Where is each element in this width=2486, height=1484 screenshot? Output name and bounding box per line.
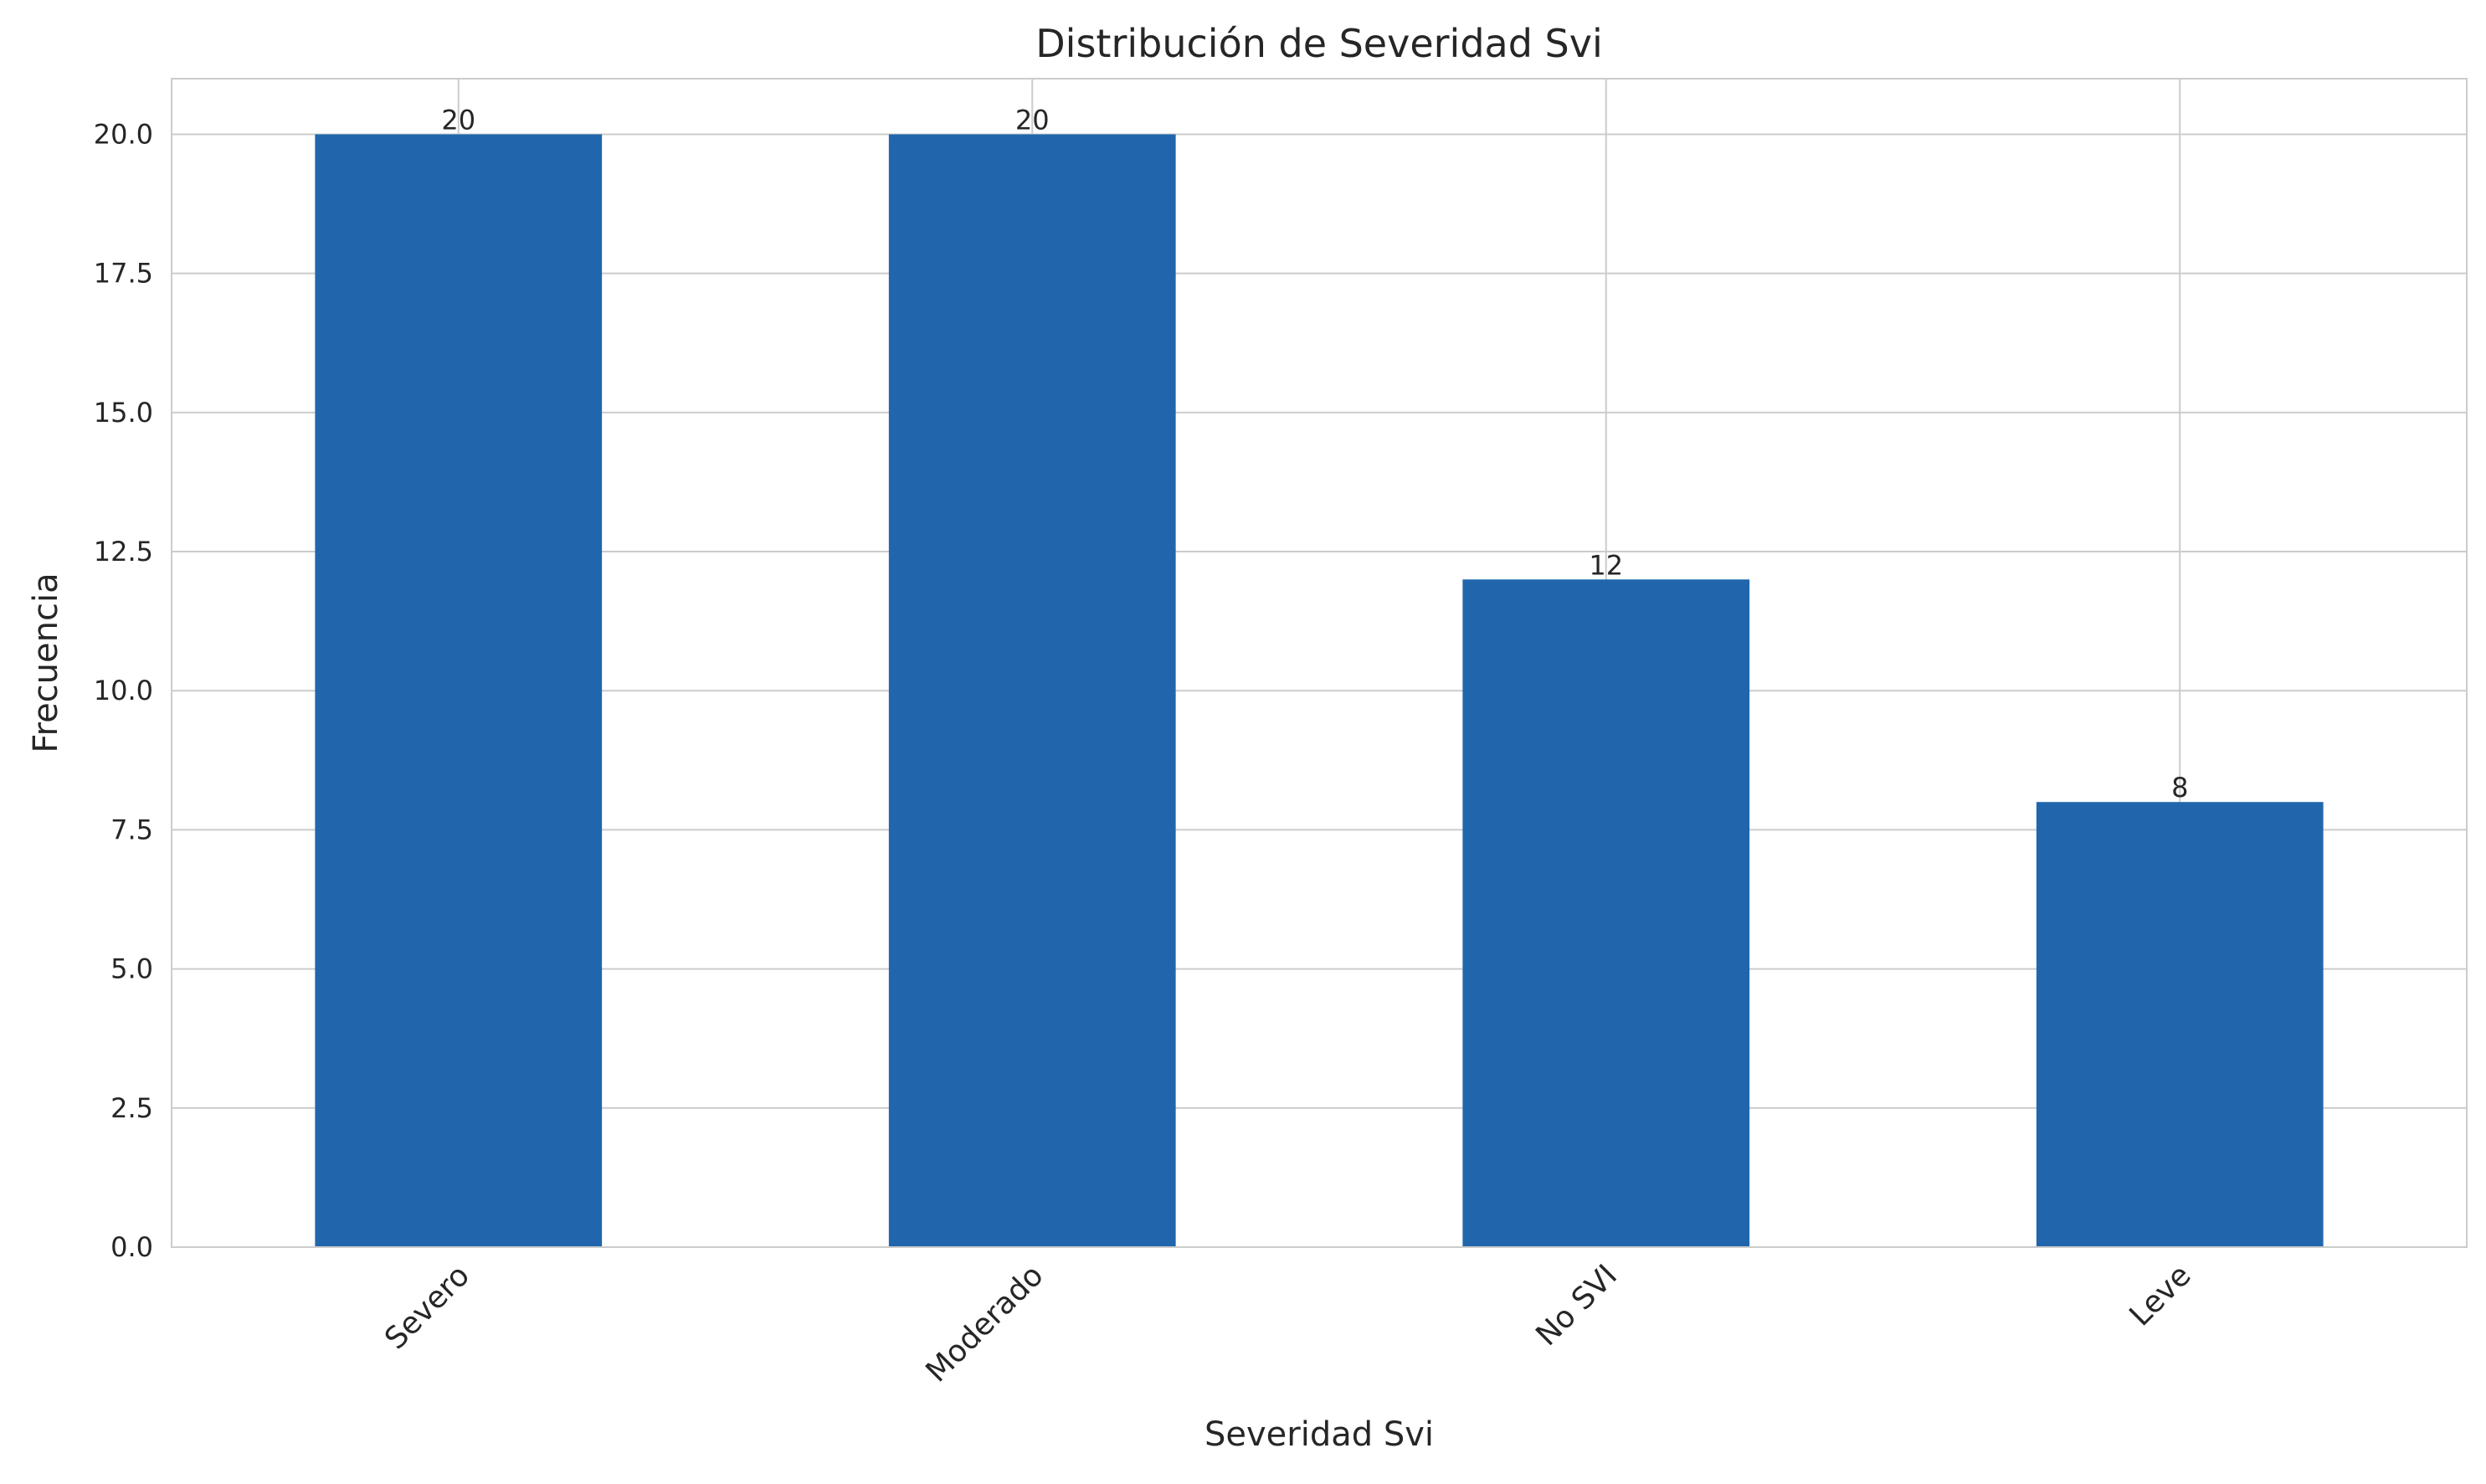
x-axis-title: Severidad Svi	[1204, 1415, 1434, 1454]
bar-value-label: 12	[1589, 549, 1623, 581]
y-tick-label: 20.0	[94, 118, 153, 150]
bars-layer	[315, 134, 2324, 1247]
y-tick-label: 12.5	[94, 536, 153, 567]
y-tick-label: 15.0	[94, 397, 153, 429]
bar	[888, 134, 1176, 1247]
y-tick-labels: 0.0 2.5 5.0 7.5 10.0 12.5 15.0 17.5 20.0	[94, 118, 153, 1263]
chart-title: Distribución de Severidad Svi	[1035, 21, 1603, 66]
bar-value-label: 20	[1015, 104, 1050, 136]
axes-frame	[171, 78, 2468, 1248]
bar	[315, 134, 603, 1247]
y-axis-title: Frecuencia	[27, 573, 65, 752]
data-labels: 20 20 12 8	[441, 104, 2188, 804]
bar-value-label: 20	[441, 104, 475, 136]
y-tick-label: 7.5	[110, 814, 153, 845]
y-tick-label: 0.0	[110, 1231, 153, 1263]
y-tick-label: 2.5	[110, 1092, 153, 1124]
y-tick-label: 10.0	[94, 675, 153, 706]
y-tick-label: 17.5	[94, 258, 153, 290]
bar	[2036, 802, 2324, 1247]
bar-value-label: 8	[2171, 772, 2188, 804]
bar	[1462, 579, 1750, 1247]
y-tick-label: 5.0	[110, 953, 153, 985]
